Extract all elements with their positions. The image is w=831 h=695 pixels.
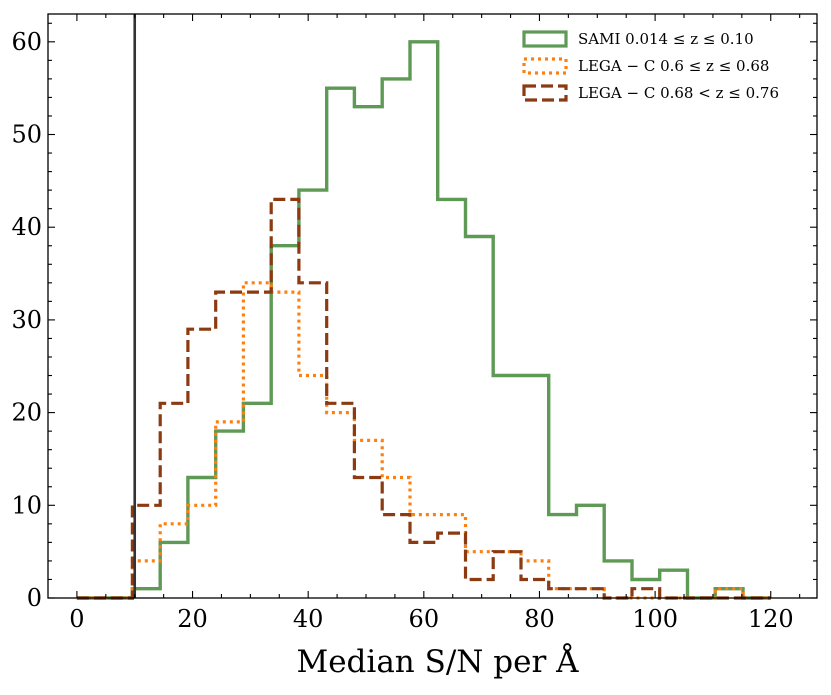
- x-tick-label: 60: [409, 605, 440, 633]
- legend-swatch-3: [522, 84, 568, 102]
- legend-label-2: LEGA − C 0.6 ≤ z ≤ 0.68: [578, 57, 769, 75]
- x-tick-label: 20: [177, 605, 208, 633]
- legend-label-1: SAMI 0.014 ≤ z ≤ 0.10: [578, 30, 754, 48]
- x-tick-label: 120: [748, 605, 794, 633]
- legend-label-3: LEGA − C 0.68 < z ≤ 0.76: [578, 84, 779, 102]
- legend-swatch-1: [522, 30, 568, 48]
- axes: [47, 13, 818, 599]
- x-tick-label: 40: [293, 605, 324, 633]
- x-tick-label: 100: [632, 605, 678, 633]
- series-3-step-line: [76, 197, 771, 600]
- legend-swatch-2: [522, 57, 568, 75]
- y-tick-label: 10: [11, 491, 42, 519]
- y-tick-label: 50: [11, 121, 42, 149]
- series-2-step-line: [76, 281, 771, 600]
- plot-frame: [47, 13, 818, 599]
- y-tick-label: 0: [27, 584, 42, 612]
- legend: SAMI 0.014 ≤ z ≤ 0.10 LEGA − C 0.6 ≤ z ≤ …: [522, 30, 779, 102]
- x-axis-label: Median S/N per Å: [296, 642, 579, 680]
- y-tick-label: 20: [11, 399, 42, 427]
- x-tick-label: 80: [524, 605, 555, 633]
- x-ticks: 0 20 40 60 80 100 120: [69, 14, 801, 633]
- y-tick-label: 30: [11, 306, 42, 334]
- series-1-step-line: [76, 40, 771, 600]
- y-ticks: 0 10 20 30 40 50 60: [11, 22, 817, 612]
- y-tick-label: 40: [11, 213, 42, 241]
- x-tick-label: 0: [69, 605, 84, 633]
- histogram-series-layer: [76, 40, 771, 600]
- y-tick-label: 60: [11, 28, 42, 56]
